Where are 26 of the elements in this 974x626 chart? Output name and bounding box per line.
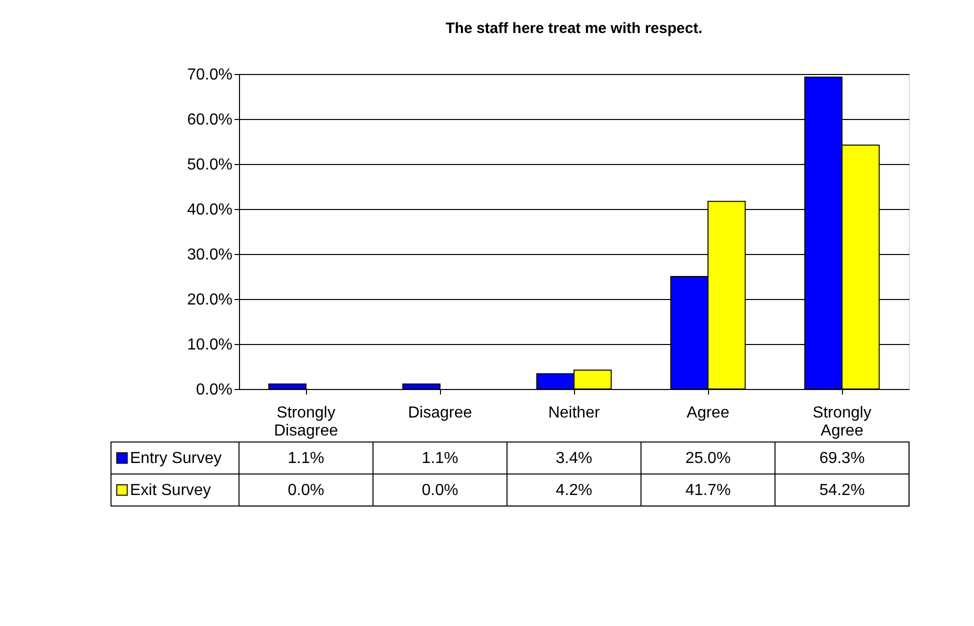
data-label: 3.4% [556, 450, 592, 467]
data-label: 1.1% [288, 450, 324, 467]
data-label: 4.2% [556, 482, 592, 499]
y-tick-label: 30.0% [187, 246, 232, 264]
x-tick-label: Strongly Agree [812, 404, 872, 440]
data-label: 41.7% [685, 482, 731, 499]
y-tick-label: 20.0% [187, 292, 232, 308]
y-tick-label: 10.0% [187, 336, 232, 354]
legend-label: Entry Survey [130, 450, 222, 467]
y-tick-label: 70.0% [187, 66, 232, 84]
chart-title: The staff here treat me with respect. [446, 20, 702, 37]
x-tick-label: Agree [686, 404, 730, 422]
legend-label: Exit Survey [130, 482, 211, 499]
data-label: 0.0% [422, 482, 458, 499]
y-tick-label: 50.0% [187, 156, 232, 174]
x-tick-label: Neither [548, 404, 600, 422]
data-label: 1.1% [422, 450, 458, 467]
data-label: 69.3% [819, 450, 865, 467]
x-tick-label: Disagree [408, 404, 472, 422]
data-label: 25.0% [685, 450, 731, 467]
y-tick-label: 0.0% [196, 382, 232, 398]
data-label: 54.2% [819, 482, 865, 499]
y-tick-label: 40.0% [187, 202, 232, 218]
x-tick-label: Strongly Disagree [274, 404, 338, 440]
data-label: 0.0% [288, 482, 324, 499]
y-tick-label: 60.0% [187, 112, 232, 128]
